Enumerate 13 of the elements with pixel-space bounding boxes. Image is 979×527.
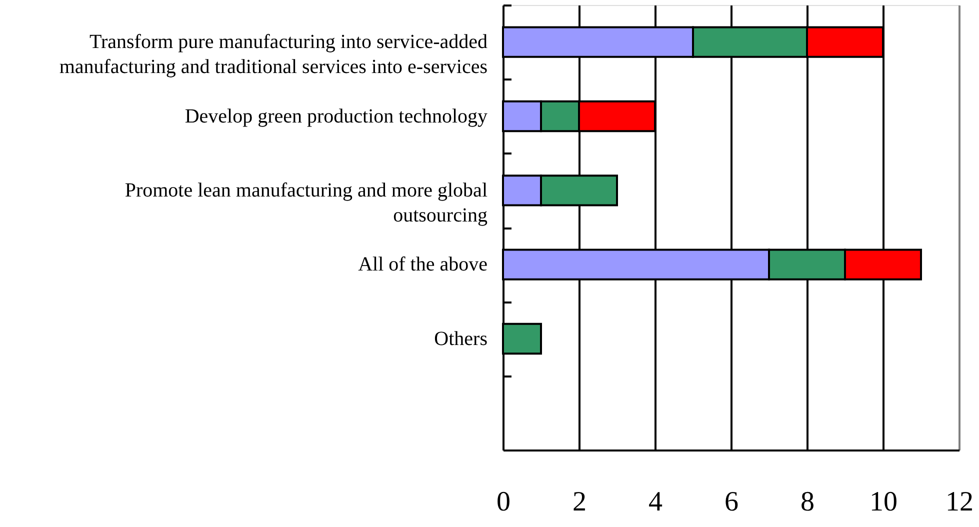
y-tick-label: Transform pure manufacturing into service-added manufacturing and traditional services into e-services (59, 31, 488, 78)
x-tick-label: 12 (946, 486, 974, 518)
x-tick-label: 8 (800, 486, 814, 518)
x-tick-label: 6 (724, 486, 738, 518)
y-tick-label: Develop green production technology (184, 105, 488, 128)
y-tick-label: Others (434, 328, 488, 350)
bar (502, 322, 542, 355)
x-tick-label: 0 (496, 486, 510, 518)
x-tick-label: 4 (648, 486, 662, 518)
y-tick-label: Promote lean manufacturing and more global outsourcing (124, 179, 488, 226)
x-tick-label: 10 (870, 486, 898, 518)
y-tick-label: All of the above (358, 254, 488, 276)
x-tick-label: 2 (572, 486, 586, 518)
